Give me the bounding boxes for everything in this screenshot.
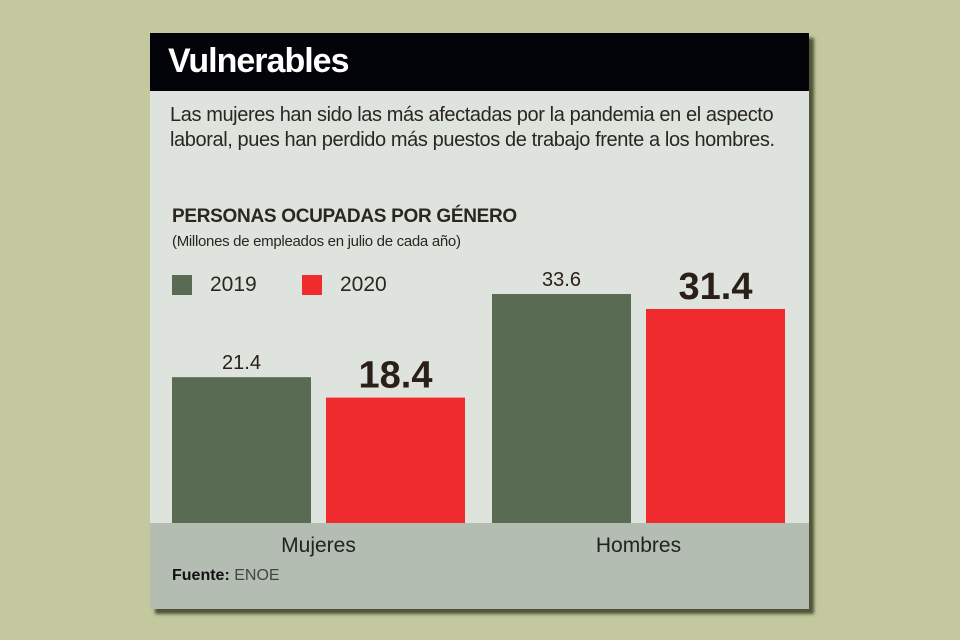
data-label-mujeres-2020: 18.4 — [359, 355, 433, 397]
source-value: ENOE — [234, 567, 280, 584]
legend-label-2020: 2020 — [340, 273, 387, 296]
data-label-hombres-2020: 31.4 — [679, 266, 753, 308]
bar-hombres-2020 — [646, 308, 785, 523]
legend-swatch-2019 — [172, 275, 192, 295]
data-label-hombres-2019: 33.6 — [542, 269, 581, 291]
bar-chart: 21.4 18.4 Mujeres 33.6 31.4 Hombres — [172, 266, 785, 557]
bar-mujeres-2019 — [172, 377, 311, 523]
source-note: Fuente: ENOE — [172, 567, 280, 585]
bar-hombres-2019 — [492, 294, 631, 523]
chart-title: PERSONAS OCUPADAS POR GÉNERO — [172, 206, 517, 227]
description-text: Las mujeres han sido las más afectadas p… — [170, 104, 775, 151]
header-bar: Vulnerables — [150, 33, 809, 91]
chart-footer — [150, 523, 809, 609]
category-label-mujeres: Mujeres — [281, 534, 356, 557]
category-label-hombres: Hombres — [596, 534, 681, 557]
infographic-card: Vulnerables Las mujeres han sido las más… — [150, 33, 809, 609]
page-title: Vulnerables — [168, 42, 349, 80]
source-label: Fuente: — [172, 567, 230, 584]
legend-swatch-2020 — [302, 275, 322, 295]
legend-item-2019: 2019 — [172, 273, 257, 297]
bar-mujeres-2020 — [326, 397, 465, 523]
chart-subtitle: (Millones de empleados en julio de cada … — [172, 233, 461, 250]
legend-label-2019: 2019 — [210, 273, 257, 296]
legend-item-2020: 2020 — [302, 273, 387, 297]
data-label-mujeres-2019: 21.4 — [222, 352, 261, 374]
